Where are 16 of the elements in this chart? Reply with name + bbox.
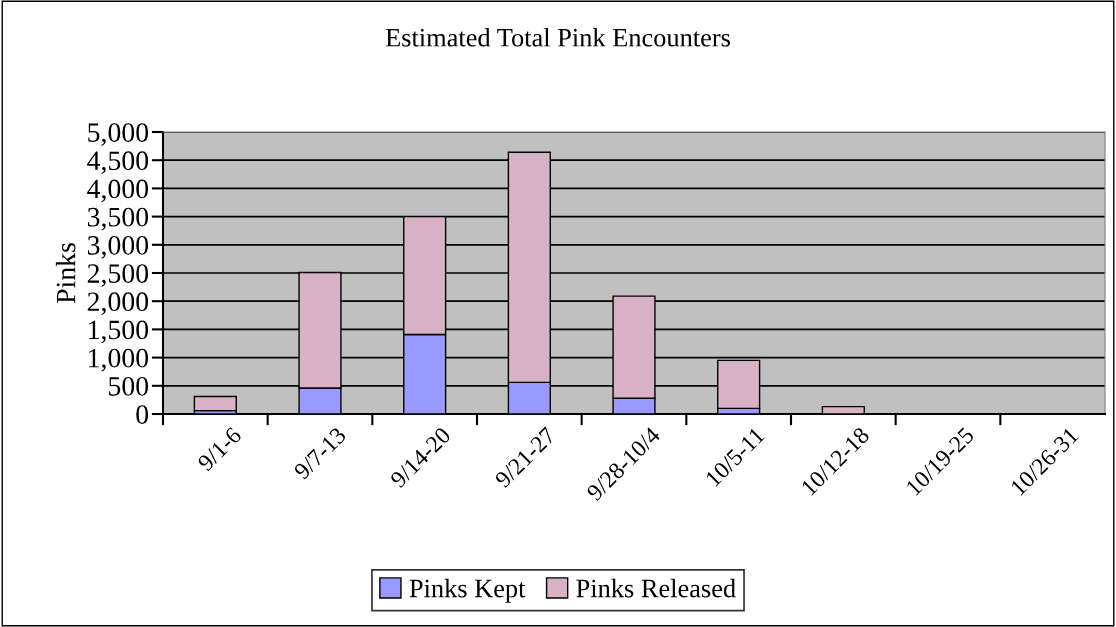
y-tick-label: 0 xyxy=(136,405,149,424)
y-tick-label: 3,000 xyxy=(87,235,149,259)
y-tick-label: 1,500 xyxy=(89,320,149,344)
y-tick-label: 2,500 xyxy=(87,264,149,287)
legend-label: Pinks Released xyxy=(576,578,736,598)
y-tick-label: 4,500 xyxy=(87,151,149,175)
bar xyxy=(193,395,237,412)
y-tick-label: 4,000 xyxy=(87,179,149,203)
legend-label: Pinks Kept xyxy=(409,578,526,603)
y-tick-label: 5,000 xyxy=(88,123,149,146)
chart-title: Estimated Total Pink Encounters xyxy=(385,28,730,47)
y-tick-label: 2,000 xyxy=(87,292,149,316)
y-tick-label: 3,500 xyxy=(87,207,149,231)
y-tick-label: 1,000 xyxy=(89,348,149,372)
y-axis-title: Pinks xyxy=(55,243,76,304)
y-tick-label: 500 xyxy=(109,376,149,396)
